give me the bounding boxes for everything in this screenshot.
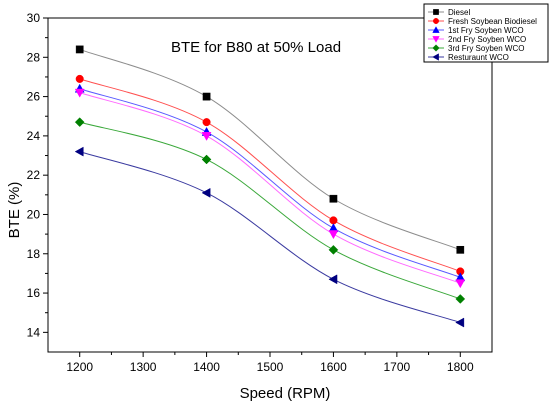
legend-marker xyxy=(433,9,439,15)
legend-item: 2nd Fry Soyben WCO xyxy=(428,35,526,44)
legend-label: Resturaunt WCO xyxy=(448,53,509,62)
y-tick-label: 24 xyxy=(27,129,41,143)
legend-item: Fresh Soybean Biodiesel xyxy=(428,17,537,26)
data-point xyxy=(75,74,84,83)
data-point xyxy=(328,244,339,255)
y-tick-label: 16 xyxy=(27,286,41,300)
series-line xyxy=(79,88,461,278)
chart-title: BTE for B80 at 50% Load xyxy=(171,39,341,56)
x-axis-title: Speed (RPM) xyxy=(240,385,331,402)
y-axis: 14 16 18 20 22 24 26 28 30 xyxy=(27,11,48,339)
legend-item: Resturaunt WCO xyxy=(428,53,509,62)
data-point xyxy=(201,132,212,141)
legend-label: 2nd Fry Soyben WCO xyxy=(448,35,526,44)
x-tick-label: 1800 xyxy=(447,360,474,374)
data-point xyxy=(74,88,85,98)
data-point xyxy=(329,216,338,225)
data-point xyxy=(75,45,84,54)
legend-marker xyxy=(432,53,439,61)
y-tick-label: 18 xyxy=(27,247,41,261)
series-line xyxy=(79,92,461,284)
data-point xyxy=(74,117,85,127)
data-point xyxy=(455,317,465,328)
series-6 xyxy=(74,146,465,328)
legend-label: Fresh Soybean Biodiesel xyxy=(448,17,537,26)
data-point xyxy=(329,194,338,203)
data-point xyxy=(328,230,339,240)
series-2 xyxy=(75,74,465,276)
legend-item: Diesel xyxy=(428,8,470,17)
data-point xyxy=(328,274,338,285)
y-tick-label: 26 xyxy=(27,90,41,104)
data-point xyxy=(456,245,465,254)
legend-item: 3rd Fry Soyben WCO xyxy=(428,44,524,53)
x-tick-label: 1200 xyxy=(66,360,93,374)
legend-box xyxy=(423,3,549,63)
y-tick-label: 20 xyxy=(27,207,41,221)
y-tick-label: 30 xyxy=(27,11,41,25)
legend-marker xyxy=(432,26,440,33)
legend-label: 1st Fry Soyben WCO xyxy=(448,26,524,35)
series-1 xyxy=(75,45,465,254)
x-tick-label: 1300 xyxy=(130,360,157,374)
data-point xyxy=(202,92,211,101)
series-line xyxy=(79,48,461,251)
y-tick-label: 28 xyxy=(27,50,41,64)
y-tick-label: 14 xyxy=(27,325,41,339)
series-5 xyxy=(74,117,466,304)
y-tick-label: 22 xyxy=(27,168,41,182)
x-tick-label: 1700 xyxy=(384,360,411,374)
series-line xyxy=(79,78,461,272)
legend-marker xyxy=(432,44,440,52)
y-axis-title: BTE (%) xyxy=(6,182,23,239)
data-point xyxy=(201,187,211,198)
x-tick-label: 1500 xyxy=(257,360,284,374)
legend-marker xyxy=(432,36,440,43)
legend-label: 3rd Fry Soyben WCO xyxy=(448,44,524,53)
series-line xyxy=(79,121,461,300)
data-point xyxy=(455,294,466,304)
legend-label: Diesel xyxy=(448,8,470,17)
x-tick-label: 1600 xyxy=(320,360,347,374)
x-tick-label: 1400 xyxy=(193,360,220,374)
series-layer xyxy=(74,45,466,328)
series-line xyxy=(79,151,461,324)
data-point xyxy=(455,279,466,289)
series-4 xyxy=(74,88,466,289)
data-point xyxy=(202,118,211,127)
legend-marker xyxy=(433,18,439,24)
x-axis: 1200 1300 1400 1500 1600 1700 1800 xyxy=(66,352,474,374)
data-point xyxy=(74,146,84,157)
data-point xyxy=(201,154,212,165)
legend-item: 1st Fry Soyben WCO xyxy=(428,26,524,35)
